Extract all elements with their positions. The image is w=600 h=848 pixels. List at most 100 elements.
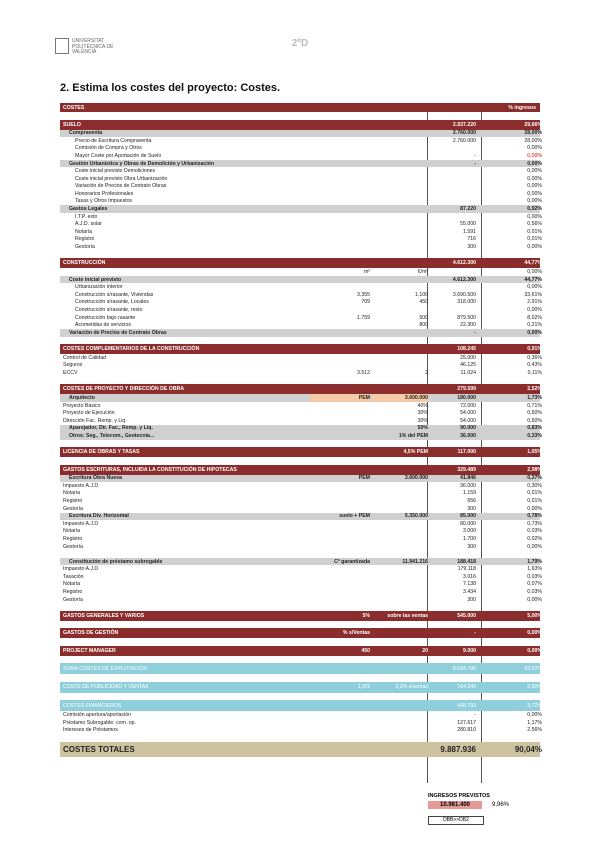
table-cell: 3,2% s/ventas <box>395 684 428 691</box>
table-row: Precio de Escritura Compraventa 2.760.000… <box>60 137 542 145</box>
table-row: SUELO 2.937.220 29,66% <box>60 119 542 130</box>
table-cell: 5,00% <box>527 612 542 619</box>
table-cell: 1.100 <box>415 291 428 298</box>
table-cell: 4.612.300 <box>452 276 476 283</box>
table-cell: 1,79% <box>527 558 542 565</box>
table-cell: - <box>474 152 476 159</box>
table-cell: sobre las ventas <box>387 612 428 619</box>
table-row: Comisión apertura/aportación - 0,00% <box>60 711 542 719</box>
table-row: Compraventa 2.760.000 28,00% <box>60 129 542 137</box>
table-cell: Mayor Coste por Aportación de Suelo <box>75 152 162 159</box>
table-cell: Honorarios Profesionales <box>75 190 134 197</box>
table-row: Notaría 1.159 0,01% <box>60 490 542 498</box>
table-cell: Proyecto de Ejecución <box>63 410 115 417</box>
table-cell: 0,91% <box>527 346 542 352</box>
table-cell: COSTES TOTALES <box>63 744 135 754</box>
table-cell: Otros: Seg., Telecom., Geotecnia... <box>69 432 155 439</box>
table-cell: PROJECT MANAGER <box>63 647 116 654</box>
table-cell: Registro <box>63 498 83 505</box>
table-cell: 2,50% <box>527 684 542 691</box>
table-cell: Escritura Obra Nueva <box>69 475 123 482</box>
table-row: Coste inicial previsto Obra Urbanización… <box>60 175 542 183</box>
table-cell: 0,02% <box>527 535 542 542</box>
table-cell: 3.355 <box>357 291 370 298</box>
table-cell: Proyecto Básico <box>63 402 101 409</box>
table-row: COSTES COMPLEMENTARIOS DE LA CONSTRUCCIÓ… <box>60 344 542 354</box>
table-cell: COSTES <box>63 104 85 111</box>
table-row: Honorarios Profesionales 0,00% <box>60 190 542 198</box>
table-cell: 0,00% <box>527 543 542 550</box>
table-row: m² €/m² 0,00% <box>60 268 542 276</box>
table-cell: 9.887.936 <box>440 744 476 754</box>
table-row: I.T.P. exto 0,00% <box>60 213 542 221</box>
table-cell: 30% <box>417 410 428 417</box>
table-cell: 0,00% <box>527 243 542 250</box>
table-row: Préstamo Subrogable: com. op. 127.617 1,17… <box>60 719 542 727</box>
table-cell: 2,56% <box>527 727 542 734</box>
table-cell: 0,00% <box>527 712 542 719</box>
table-cell: SUMA COSTES DE EXPLOTACIÓN <box>63 665 148 672</box>
table-cell: 28,00% <box>524 137 542 144</box>
table-cell: 33,61% <box>524 291 542 298</box>
table-cell: 11.941.216 <box>402 558 428 565</box>
table-row: Escritura Div. Horizontal suelo + PEM 5.35… <box>60 512 542 520</box>
table-cell: 3.600.000 <box>372 394 428 402</box>
table-cell: 2.760.000 <box>452 130 476 137</box>
table-cell: 0,01% <box>527 490 542 497</box>
table-row: Comisión de Compra y Otros 0,00% <box>60 145 542 153</box>
table-cell: 46.125 <box>460 362 476 369</box>
table-row: LICENCIA DE OBRAS Y TASAS 4,5% PEM 117.000… <box>60 447 542 458</box>
footer-label: INGRESOS PREVISTOS <box>428 793 490 799</box>
table-cell: Coste inicial previsto Obra Urbanización <box>75 175 168 182</box>
heading: 2. Estima los costes del proyecto: Coste… <box>60 82 281 94</box>
table-cell: €/m² <box>417 269 428 276</box>
table-cell: 0,01% <box>527 498 542 505</box>
table-cell: 0,50% <box>527 417 542 424</box>
table-cell: Registro <box>63 535 83 542</box>
table-cell: Intereses de Préstamos <box>63 727 118 734</box>
table-cell: 0,00% <box>527 145 542 152</box>
table-row: Gestoría 300 0,00% <box>60 543 542 551</box>
table-cell: 716 <box>467 236 476 243</box>
table-cell: Variación de Precios de Contrato Obras <box>75 183 167 190</box>
table-cell: Comisión apertura/aportación <box>63 712 132 719</box>
value-column <box>427 103 482 783</box>
table-cell: Notaría <box>63 581 81 588</box>
table-cell: Construcción s/rasante, Locales <box>75 299 149 306</box>
table-row: Impuesto A.J.D 36.000 0,30% <box>60 482 542 490</box>
table-cell: Coste inicial previsto <box>69 276 122 283</box>
table-cell: Registro <box>75 236 95 243</box>
table-cell: 8,02% <box>527 314 542 321</box>
table-cell: - <box>474 160 476 167</box>
table-cell: 50% <box>417 425 428 432</box>
table-cell: 29,66% <box>524 121 542 128</box>
table-row: Proyecto de Ejecución 30% 54.000 0,50% <box>60 409 542 417</box>
table-cell: 28,00% <box>524 130 542 137</box>
table-row: Arquitecto PEM 3.600.000 180.000 1,73% <box>60 394 542 402</box>
table-cell: 450 <box>361 647 370 654</box>
table-cell: 117.000 <box>457 449 476 456</box>
table-cell: 3.434 <box>463 588 476 595</box>
table-cell: 36.000 <box>460 432 476 439</box>
table-cell: 0,33% <box>527 432 542 439</box>
table-cell: Gastos Legales <box>69 206 108 213</box>
table-cell: 0,43% <box>527 362 542 369</box>
table-cell: LICENCIA DE OBRAS Y TASAS <box>63 449 140 456</box>
table-cell: 0,92% <box>527 206 542 213</box>
table-cell: 0,21% <box>527 322 542 329</box>
table-row: Construcción s/rasante, Locales 709 450 318… <box>60 299 542 307</box>
table-cell: Comisión de Compra y Otros <box>75 145 142 152</box>
table-row: PROJECT MANAGER 450 20 9.000 0,00% <box>60 645 542 656</box>
table-row: Gestoría 300 0,00% <box>60 243 542 251</box>
table-cell: Arquitecto <box>69 395 95 402</box>
table-cell: 1,17% <box>527 719 542 726</box>
table-cell: 164.340 <box>457 684 476 691</box>
table-row: COSTES % ingresos <box>60 103 540 112</box>
table-row: Coste inicial previsto 4.612.300 44,77% <box>60 275 542 284</box>
table-cell: 2,98% <box>527 466 542 473</box>
table-cell: 800 <box>419 322 428 329</box>
table-cell: 2,91% <box>527 299 542 306</box>
table-cell: 0,00% <box>527 175 542 182</box>
table-cell: Constitución de préstamo subrogable <box>69 558 163 565</box>
